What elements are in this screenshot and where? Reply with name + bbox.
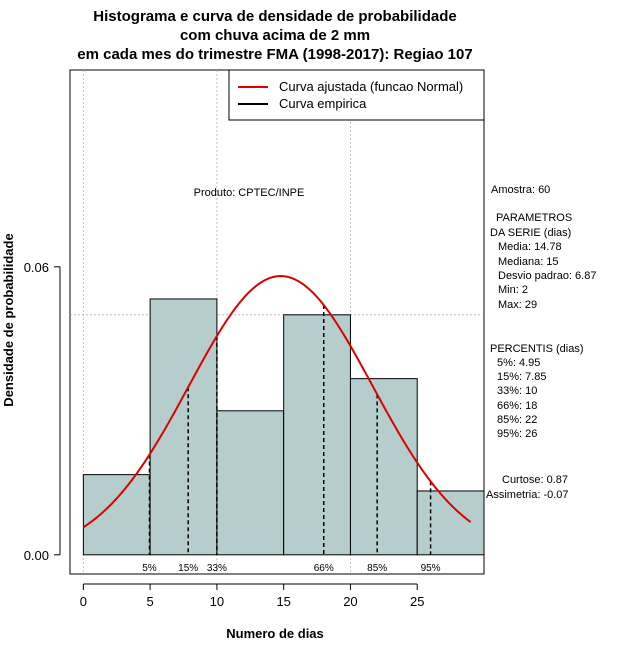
legend-label-empirical: Curva empirica <box>279 96 367 111</box>
x-axis: 0 5 10 15 20 25 <box>80 583 424 609</box>
stat-amostra: Amostra: 60 <box>491 184 550 196</box>
stat-max: Max: 29 <box>498 299 537 311</box>
stat-media: Media: 14.78 <box>498 241 562 253</box>
legend-box <box>228 69 485 121</box>
percentile-label-2: 15% <box>178 563 198 574</box>
stat-p66: 66%: 18 <box>497 400 537 412</box>
legend: Curva ajustada (funcao Normal) Curva emp… <box>228 69 485 121</box>
stat-p85: 85%: 22 <box>497 414 537 426</box>
stat-mediana: Mediana: 15 <box>498 256 559 268</box>
histogram-bar-2 <box>149 298 218 556</box>
chart-title-line-3: em cada mes do trimestre FMA (1998-2017)… <box>77 46 472 63</box>
histogram-bar-3 <box>216 410 285 556</box>
percentile-markers: 5% 15% 33% 66% 85% 95% <box>142 305 441 574</box>
x-axis-title: Numero de dias <box>226 626 324 641</box>
stat-p5: 5%: 4.95 <box>497 357 540 369</box>
y-tick-label-0: 0.00 <box>24 548 49 563</box>
stats-panel: Amostra: 60 PARAMETROS DA SERIE (dias) M… <box>486 184 596 501</box>
y-axis: 0.00 0.06 <box>24 260 61 563</box>
normal-curve-line <box>82 275 472 529</box>
histogram-bars <box>82 298 485 556</box>
x-tick-label-15: 15 <box>276 594 290 609</box>
chart-title-line-2: com chuva acima de 2 mm <box>180 27 370 44</box>
percentile-label-4: 66% <box>314 563 334 574</box>
percentile-label-5: 85% <box>367 563 387 574</box>
percentile-label-6: 95% <box>421 563 441 574</box>
stat-desvio: Desvio padrao: 6.87 <box>498 270 596 282</box>
x-tick-label-25: 25 <box>410 594 424 609</box>
x-tick-label-5: 5 <box>147 594 154 609</box>
histogram-bar-4 <box>283 314 351 556</box>
percentile-label-1: 5% <box>142 563 157 574</box>
x-tick-label-10: 10 <box>210 594 224 609</box>
stat-p95: 95%: 26 <box>497 428 537 440</box>
y-axis-title: Densidade de probabilidade <box>1 233 16 406</box>
legend-label-normal: Curva ajustada (funcao Normal) <box>279 79 463 94</box>
stat-p15: 15%: 7.85 <box>497 371 547 383</box>
histogram-bar-1 <box>82 474 151 556</box>
stat-assimetria: Assimetria: -0.07 <box>486 489 569 501</box>
x-tick-label-0: 0 <box>80 594 87 609</box>
y-tick-label-1: 0.06 <box>24 260 49 275</box>
stat-parametros-title-2: DA SERIE (dias) <box>490 227 571 239</box>
stat-percentis-title: PERCENTIS (dias) <box>490 343 584 355</box>
stat-p33: 33%: 10 <box>497 385 537 397</box>
stat-min: Min: 2 <box>498 284 528 296</box>
stat-curtose: Curtose: 0.87 <box>502 474 568 486</box>
product-label: Produto: CPTEC/INPE <box>194 187 305 199</box>
chart-title-line-1: Histograma e curva de densidade de proba… <box>93 8 456 25</box>
percentile-label-3: 33% <box>207 563 227 574</box>
stat-parametros-title-1: PARAMETROS <box>496 212 572 224</box>
histogram-bar-6 <box>416 490 485 556</box>
x-tick-label-20: 20 <box>343 594 357 609</box>
